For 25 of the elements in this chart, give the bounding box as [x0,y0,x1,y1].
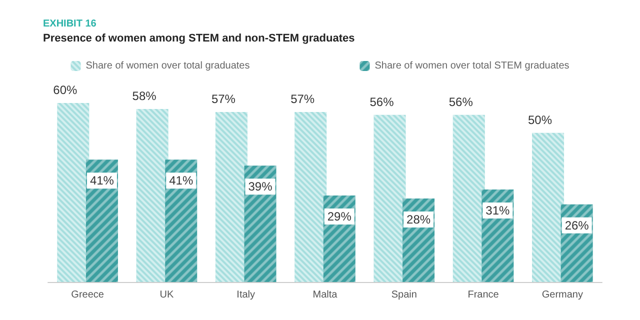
data-label: 26% [564,218,590,232]
data-label: 29% [327,209,352,224]
data-label: 57% [290,92,315,106]
data-label: 57% [211,92,236,106]
legend-label: Share of women over total graduates [86,60,250,72]
x-tick-label: Germany [542,290,583,300]
x-tick-label: Italy [236,290,256,300]
data-label: 50% [528,112,552,127]
chart-title: EXHIBIT 16 [43,18,97,30]
data-label: 31% [486,204,510,218]
x-tick-label: Greece [71,290,104,300]
legend-label: Share of women over total STEM graduates [374,60,570,72]
data-label: 41% [90,174,114,188]
data-label: 28% [406,212,431,226]
data-label: 60% [53,83,78,97]
x-tick-label: Malta [312,290,338,300]
data-label: 58% [132,88,157,103]
x-tick-label: Spain [391,290,417,300]
x-tick-label: UK [160,290,174,300]
data-label: 56% [370,94,394,109]
data-label: 41% [169,174,194,188]
x-tick-label: France [468,290,500,300]
data-label: 56% [448,94,474,109]
data-label: 39% [248,180,273,194]
chart-subtitle: Presence of women among STEM and non-STEM graduates [43,32,355,44]
